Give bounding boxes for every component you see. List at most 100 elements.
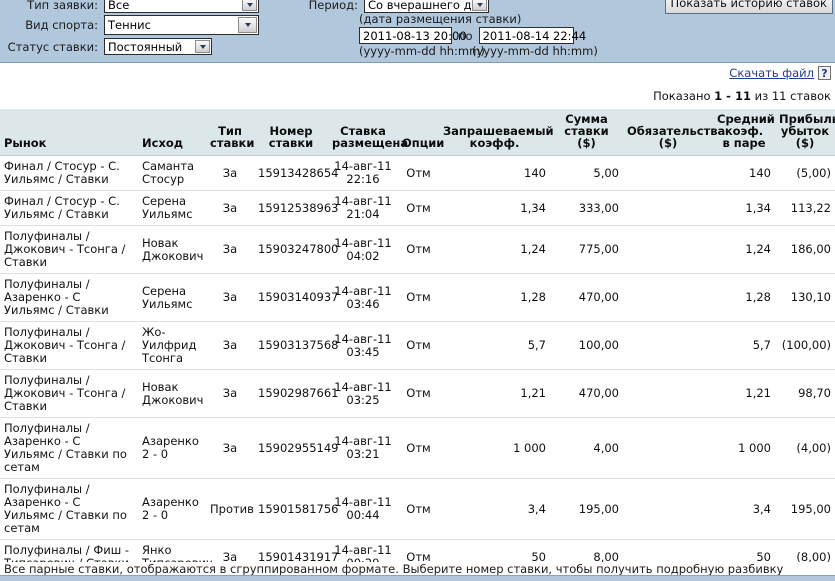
sport-select[interactable]: Теннис: [104, 15, 259, 35]
cell-outcome: Новак Джокович: [138, 369, 206, 418]
table-row[interactable]: Полуфиналы / Джокович - Тсонга / Ставки Ж…: [0, 321, 835, 370]
table-row[interactable]: Полуфиналы / Джокович - Тсонга / Ставки Н…: [0, 225, 835, 274]
date-from-format-hint: (yyyy-mm-dd hh:mm): [359, 44, 485, 58]
col-header-placed[interactable]: Ставка размещена: [328, 109, 408, 156]
chevron-down-icon[interactable]: [242, 0, 257, 11]
cell-bet-number[interactable]: 15902987661: [254, 369, 338, 418]
chevron-down-icon[interactable]: [238, 17, 257, 33]
cell-avg-odds: 140: [713, 155, 775, 191]
table-row[interactable]: Полуфиналы / Фиш - Типсаревич / СтавкиЯн…: [0, 539, 835, 575]
bet-type-value: Все: [108, 0, 130, 12]
cell-market: Полуфиналы / Азаренко - С Уильямс / Став…: [0, 478, 138, 540]
col-header-outcome[interactable]: Исход: [138, 109, 206, 156]
cell-bet-type: За: [206, 321, 254, 370]
cell-stake: 775,00: [550, 225, 623, 274]
bet-status-select[interactable]: Постоянный: [104, 38, 212, 55]
table-row[interactable]: Полуфиналы / Азаренко - С Уильямс / Став…: [0, 478, 835, 540]
table-row[interactable]: Полуфиналы / Азаренко - С Уильямс / Став…: [0, 417, 835, 479]
bet-type-label: Тип заявки:: [27, 0, 98, 12]
cell-bet-number[interactable]: 15902955149: [254, 417, 338, 479]
cell-options[interactable]: Отм: [398, 190, 439, 226]
show-bet-history-button[interactable]: Показать историю ставок: [664, 0, 833, 14]
cell-market: Финал / Стосур - С. Уильямс / Ставки: [0, 190, 138, 226]
help-icon[interactable]: ?: [818, 66, 831, 80]
cell-avg-odds: 1 000: [713, 417, 775, 479]
cell-options[interactable]: Отм: [398, 155, 439, 191]
cell-options[interactable]: Отм: [398, 321, 439, 370]
cell-bet-number[interactable]: 15903247800: [254, 225, 338, 274]
col-header-profit-loss[interactable]: Прибыль/убыток($): [775, 109, 835, 156]
cell-market: Полуфиналы / Азаренко - С Уильямс / Став…: [0, 273, 138, 322]
cell-liability: [623, 321, 713, 370]
bet-status-value: Постоянный: [108, 39, 183, 54]
period-select[interactable]: Со вчерашнего дня: [364, 0, 489, 13]
date-from-input[interactable]: 2011-08-13 20:00: [359, 27, 467, 44]
col-header-bet-number[interactable]: Номер ставки: [254, 109, 328, 156]
cell-bet-number[interactable]: 15912538963: [254, 190, 338, 226]
cell-liability: [623, 417, 713, 479]
cell-bet-type: За: [206, 225, 254, 274]
cell-requested-odds: 5,7: [439, 321, 550, 370]
table-row[interactable]: Полуфиналы / Азаренко - С Уильямс / Став…: [0, 273, 835, 322]
cell-requested-odds: 1,21: [439, 369, 550, 418]
table-row[interactable]: Финал / Стосур - С. Уильямс / Ставки Сере…: [0, 190, 835, 226]
cell-requested-odds: 140: [439, 155, 550, 191]
cell-profit-loss: (5,00): [775, 155, 835, 191]
col-header-stake[interactable]: Сумма ставки ($): [550, 109, 623, 156]
cell-requested-odds: 3,4: [439, 478, 550, 540]
toolbar-strip: Скачать файл ? Показано 1 - 11 из 11 ста…: [0, 63, 835, 109]
cell-bet-number[interactable]: 15913428654: [254, 155, 338, 191]
cell-options[interactable]: Отм: [398, 225, 439, 274]
cell-options[interactable]: Отм: [398, 369, 439, 418]
cell-options[interactable]: Отм: [398, 478, 439, 540]
cell-outcome: Жо-Уилфрид Тсонга: [138, 321, 206, 370]
col-header-bet-type[interactable]: Тип ставки: [206, 109, 254, 156]
col-header-avg-odds[interactable]: Средний коэф. в паре: [713, 109, 775, 156]
cell-stake: 470,00: [550, 369, 623, 418]
cell-bet-type: Против: [206, 478, 254, 540]
cell-placed: 14-авг-11 03:45: [328, 321, 398, 370]
cell-liability: [623, 478, 713, 540]
cell-market: Полуфиналы / Джокович - Тсонга / Ставки: [0, 225, 138, 274]
cell-profit-loss: 186,00: [775, 225, 835, 274]
cell-bet-number[interactable]: 15901581756: [254, 478, 338, 540]
cell-profit-loss: 130,10: [775, 273, 835, 322]
period-value: Со вчерашнего дня: [368, 0, 486, 12]
cell-placed: 14-авг-11 00:44: [328, 478, 398, 540]
col-header-options[interactable]: Опции: [398, 109, 444, 156]
bet-status-label: Статус ставки:: [7, 39, 98, 54]
filter-period: Период: Со вчерашнего дня: [304, 0, 489, 13]
date-format-hints: (yyyy-mm-dd hh:mm) (yyyy-mm-dd hh:mm): [359, 44, 598, 58]
cell-placed: 14-авг-11 21:04: [328, 190, 398, 226]
cell-market: Полуфиналы / Джокович - Тсонга / Ставки: [0, 369, 138, 418]
cell-placed: 14-авг-11 04:02: [328, 225, 398, 274]
chevron-down-icon[interactable]: [472, 0, 487, 11]
download-group: Скачать файл ?: [729, 66, 831, 80]
date-to-input[interactable]: 2011-08-14 22:44: [478, 27, 586, 44]
filter-panel: Тип заявки: Все Вид спорта: Теннис Стату…: [0, 0, 835, 63]
bet-type-select[interactable]: Все: [104, 0, 259, 13]
sport-label: Вид спорта:: [25, 18, 98, 32]
cell-outcome: Саманта Стосур: [138, 155, 206, 191]
cell-bet-number[interactable]: 15903137568: [254, 321, 338, 370]
table-row[interactable]: Полуфиналы / Джокович - Тсонга / Ставки Н…: [0, 369, 835, 418]
cell-placed: 14-авг-11 03:21: [328, 417, 398, 479]
cell-stake: 333,00: [550, 190, 623, 226]
col-header-market[interactable]: Рынок: [0, 109, 138, 156]
table-row[interactable]: Финал / Стосур - С. Уильямс / Ставки Сама…: [0, 155, 835, 191]
col-header-requested-odds[interactable]: Запрашеваемый коэфф.: [439, 109, 554, 156]
cell-liability: [623, 190, 713, 226]
cell-bet-type: За: [206, 369, 254, 418]
cell-options[interactable]: Отм: [398, 417, 439, 479]
sport-value: Теннис: [108, 18, 151, 32]
cell-profit-loss: (100,00): [775, 321, 835, 370]
col-header-liability[interactable]: Обязательства ($): [623, 109, 725, 156]
period-hint-row: (дата размещения ставки): [359, 12, 521, 26]
chevron-down-icon[interactable]: [195, 40, 210, 53]
download-file-link[interactable]: Скачать файл: [729, 66, 814, 80]
period-hint: (дата размещения ставки): [359, 12, 522, 26]
results-count-range: 1 - 11: [714, 89, 751, 103]
cell-options[interactable]: Отм: [398, 273, 439, 322]
cell-bet-number[interactable]: 15903140937: [254, 273, 338, 322]
cell-avg-odds: 1,34: [713, 190, 775, 226]
